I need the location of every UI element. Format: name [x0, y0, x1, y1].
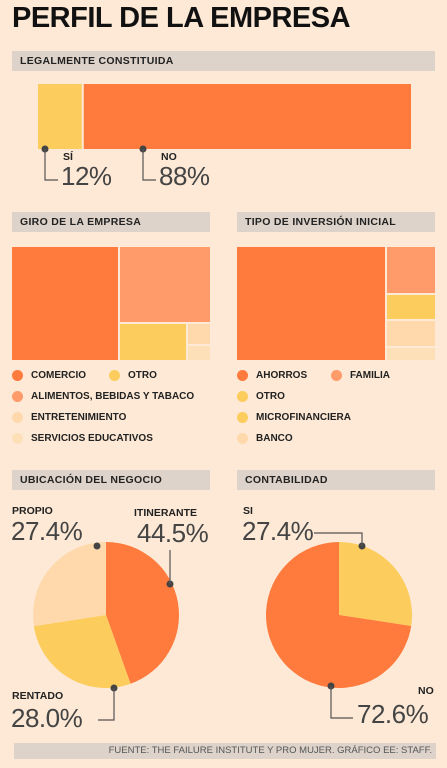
section-header-inversion: TIPO DE INVERSIÓN INICIAL [237, 212, 435, 232]
pie1-value-propio: 27.4% [11, 516, 83, 546]
section-header-legal: LEGALMENTE CONSTITUIDA [12, 51, 435, 71]
leader-line [44, 149, 58, 181]
legend-item-alimentos: ALIMENTOS, BEBIDAS Y TABACO [12, 391, 194, 402]
pie1-label-propio: PROPIO [12, 505, 53, 517]
legal-leader-lines [41, 145, 156, 181]
legend-item-servicios: SERVICIOS EDUCATIVOS [12, 433, 153, 444]
legend-dot-icon [12, 391, 23, 402]
legend-dot-icon [237, 433, 248, 444]
treemap-cell-alimentos [120, 247, 210, 322]
pie-slice-rentado [33, 615, 131, 688]
pie2-label-no: NO [418, 685, 434, 697]
legend-dot-icon [237, 370, 248, 381]
treemap-cell-banco [387, 348, 435, 360]
legend-item-entretenimiento: ENTRETENIMIENTO [12, 412, 126, 423]
pie2-label-si: SI [243, 505, 253, 517]
bar-no [83, 84, 411, 149]
legal-label-si: SÍ [63, 151, 73, 163]
treemap-cell-otro [120, 324, 186, 360]
legend-dot-icon [331, 370, 342, 381]
treemap-cell-microfinanciera [387, 321, 435, 346]
treemap-cell-comercio [12, 247, 118, 360]
legal-value-no: 88% [159, 161, 210, 191]
section-header-giro: GIRO DE LA EMPRESA [12, 212, 210, 232]
treemap-cell-servicios [188, 346, 210, 360]
legend-item-banco: BANCO [237, 433, 293, 444]
legal-value-si: 12% [61, 161, 112, 191]
leader-line [98, 688, 115, 721]
pie1-label-itinerante: ITINERANTE [134, 507, 197, 519]
bar-si [38, 84, 82, 149]
legend-item-microfinanciera: MICROFINANCIERA [237, 412, 351, 423]
pie1-value-rentado: 28.0% [11, 703, 83, 733]
pie1-value-itinerante: 44.5% [137, 518, 209, 548]
pie-slice-no [266, 542, 412, 688]
leader-line [314, 532, 363, 546]
leader-line [330, 686, 353, 719]
treemap-cell-familia [387, 247, 435, 293]
leader-dot [93, 542, 101, 550]
legend-dot-icon [237, 412, 248, 423]
page-title: PERFIL DE LA EMPRESA [12, 2, 351, 34]
legend-item-ahorros: AHORROS [237, 370, 307, 381]
treemap-cell-ahorros [237, 247, 385, 360]
legend-item-otro-giro: OTRO [109, 370, 157, 381]
section-header-contabilidad: CONTABILIDAD [237, 470, 435, 490]
legal-label-no: NO [161, 151, 177, 163]
treemap-cell-otro [387, 295, 435, 319]
legend-dot-icon [12, 412, 23, 423]
pie1-label-rentado: RENTADO [12, 690, 64, 702]
footer-source: FUENTE: THE FAILURE INSTITUTE Y PRO MUJE… [14, 743, 436, 759]
legend-item-comercio: COMERCIO [12, 370, 86, 381]
legend-dot-icon [12, 370, 23, 381]
section-header-ubicacion: UBICACIÓN DEL NEGOCIO [12, 470, 210, 490]
legend-item-otro-inv: OTRO [237, 391, 285, 402]
pie-slice-si [339, 542, 413, 626]
pie-slice-itinerante [106, 542, 180, 684]
pie-slice-propio [32, 542, 107, 627]
pie2-value-si: 27.4% [242, 516, 314, 546]
leader-line [142, 149, 156, 181]
legend-item-familia: FAMILIA [331, 370, 390, 381]
legend-dot-icon [109, 370, 120, 381]
legend-dot-icon [12, 433, 23, 444]
treemap-cell-entretenimiento [188, 324, 210, 344]
legend-dot-icon [237, 391, 248, 402]
pie2-value-no: 72.6% [357, 699, 429, 729]
